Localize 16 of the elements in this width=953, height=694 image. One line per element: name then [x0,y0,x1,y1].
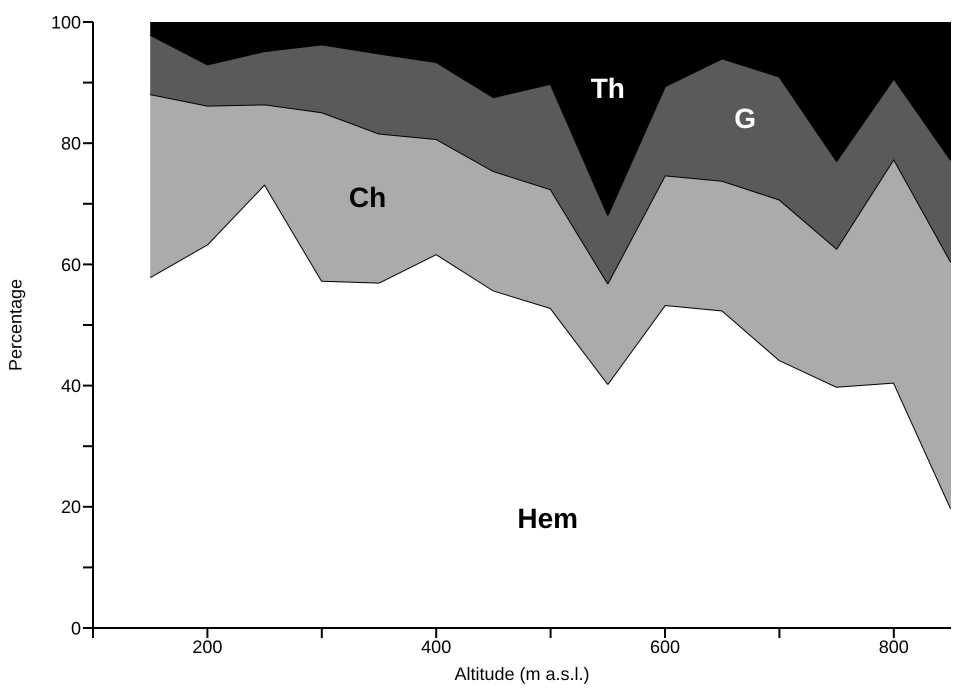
x-axis-title: Altitude (m a.s.l.) [454,664,590,684]
x-tick-label: 800 [878,636,909,657]
y-tick-label: 100 [50,12,81,32]
series-label: Hem [517,502,578,535]
series-label: Th [590,72,625,105]
x-tick-label: 400 [421,636,452,657]
y-tick-label: 0 [70,618,81,638]
y-tick-label: 20 [60,497,81,518]
y-axis-title: Percentage [5,278,26,372]
x-tick-label: 600 [650,636,680,657]
y-tick-label: 60 [60,254,81,275]
series-label: G [734,102,756,135]
x-tick-label: 200 [192,636,222,657]
y-tick-label: 80 [60,134,81,154]
series-label: Ch [348,182,386,214]
y-tick-label: 40 [60,376,81,396]
